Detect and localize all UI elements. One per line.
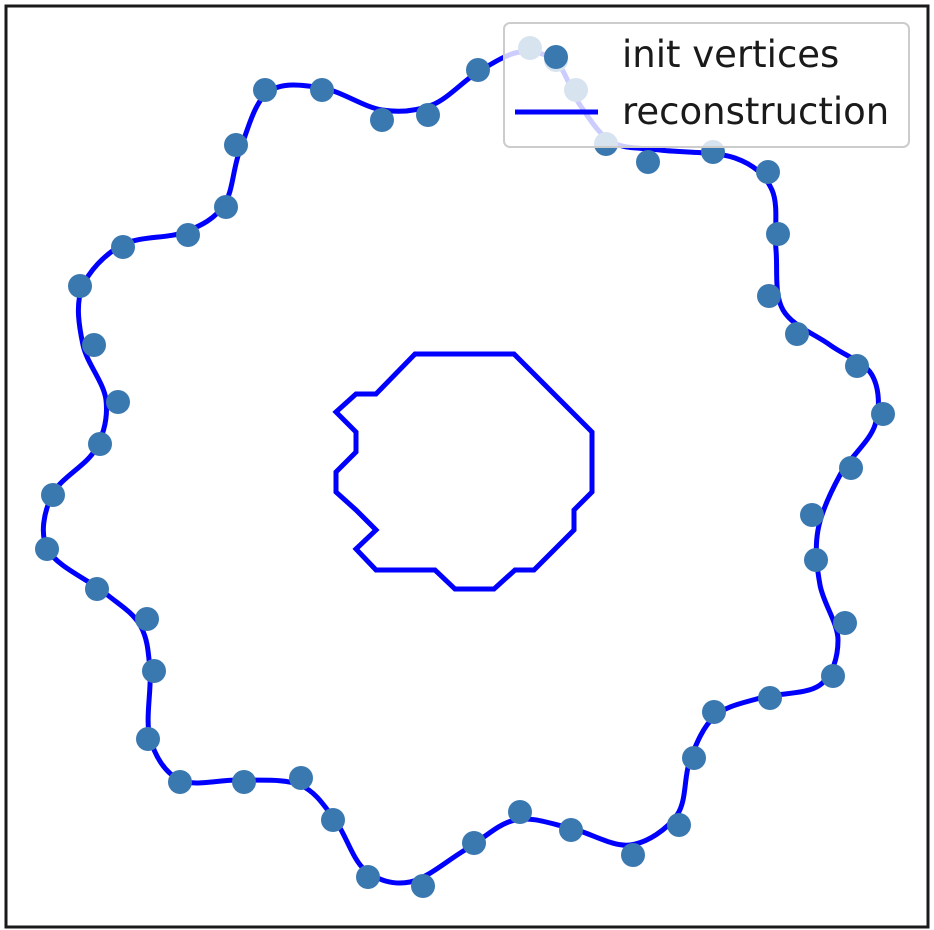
init-vertex-point [667, 813, 691, 837]
init-vertex-point [804, 548, 828, 572]
init-vertex-point [214, 195, 238, 219]
init-vertex-point [289, 766, 313, 790]
init-vertex-point [839, 456, 863, 480]
init-vertex-point [111, 235, 135, 259]
init-vertex-point [800, 503, 824, 527]
legend-marker-init-vertices [544, 45, 568, 69]
init-vertex-point [135, 607, 159, 631]
init-vertex-point [756, 160, 780, 184]
init-vertex-point [508, 800, 532, 824]
init-vertex-point [136, 727, 160, 751]
reconstruction-inner-layer [332, 351, 595, 592]
init-vertex-point [176, 223, 200, 247]
init-vertex-point [321, 808, 345, 832]
init-vertex-point [41, 483, 65, 507]
init-vertex-point [466, 58, 490, 82]
init-vertex-point [168, 770, 192, 794]
init-vertex-point [871, 402, 895, 426]
init-vertex-point [766, 222, 790, 246]
init-vertex-point [833, 611, 857, 635]
init-vertex-point [82, 333, 106, 357]
legend-label-reconstruction: reconstruction [622, 90, 889, 133]
init-vertex-point [35, 537, 59, 561]
init-vertex-point [758, 686, 782, 710]
init-vertex-point [356, 865, 380, 889]
init-vertex-point [785, 322, 809, 346]
init-vertex-point [621, 843, 645, 867]
init-vertex-point [411, 874, 435, 898]
init-vertex-point [142, 659, 166, 683]
init-vertex-point [462, 831, 486, 855]
init-vertex-point [224, 133, 248, 157]
init-vertex-point [845, 354, 869, 378]
init-vertex-point [559, 818, 583, 842]
legend-box [503, 22, 910, 148]
init-vertex-point [416, 103, 440, 127]
init-vertex-point [106, 390, 130, 414]
init-vertex-point [85, 577, 109, 601]
init-vertex-point [636, 150, 660, 174]
init-vertex-point [682, 746, 706, 770]
plot-frame [4, 4, 930, 929]
init-vertex-point [253, 78, 277, 102]
init-vertex-point [757, 284, 781, 308]
init-vertex-point [310, 78, 334, 102]
init-vertex-point [88, 432, 112, 456]
legend: init vertices reconstruction [503, 22, 910, 148]
init-vertex-point [821, 664, 845, 688]
legend-label-init-vertices: init vertices [622, 33, 839, 76]
init-vertex-point [68, 274, 92, 298]
init-vertex-point [370, 108, 394, 132]
reconstruction-inner-contour [332, 351, 595, 592]
init-vertex-point [232, 770, 256, 794]
init-vertex-point [702, 700, 726, 724]
